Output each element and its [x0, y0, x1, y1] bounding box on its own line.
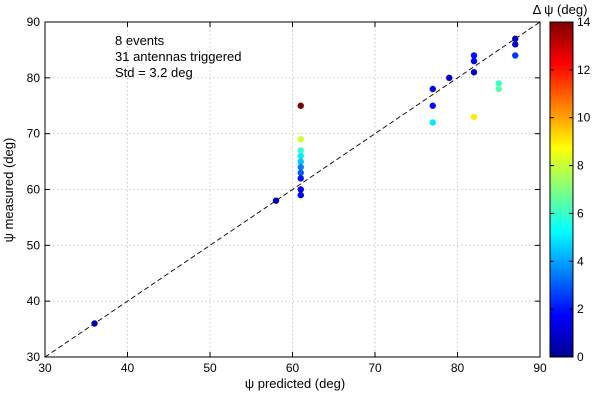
data-point	[91, 320, 98, 327]
data-point	[429, 119, 436, 126]
data-point	[297, 175, 304, 182]
x-tick-label: 60	[286, 361, 300, 375]
colorbar: 0 2 4 6 8 10 12 14 Δ ψ (deg)	[533, 2, 591, 364]
colorbar-tick-label: 8	[577, 159, 584, 173]
y-axis-label: ψ measured (deg)	[1, 138, 16, 243]
data-point	[297, 152, 304, 160]
data-point	[297, 158, 304, 165]
x-axis-ticks: 30 40 50 60 70 80 90	[38, 22, 547, 375]
data-point	[297, 102, 304, 109]
x-tick-label: 80	[451, 361, 465, 375]
colorbar-label: Δ ψ (deg)	[533, 2, 588, 17]
data-point	[429, 102, 436, 109]
data-point	[272, 197, 280, 204]
data-point	[470, 69, 478, 76]
data-point	[297, 186, 304, 193]
data-point	[512, 41, 519, 48]
y-tick-label: 50	[27, 238, 41, 252]
y-tick-label: 70	[27, 127, 41, 141]
data-point	[446, 74, 453, 82]
annotation-antennas: 31 antennas triggered	[115, 49, 241, 64]
x-tick-label: 90	[533, 361, 547, 375]
colorbar-tick-label: 6	[577, 206, 584, 220]
colorbar-tick-label: 2	[577, 302, 584, 316]
y-tick-label: 80	[27, 71, 41, 85]
x-tick-label: 30	[38, 361, 52, 375]
colorbar-ticks: 0 2 4 6 8 10 12 14	[550, 15, 591, 364]
y-tick-label: 30	[27, 350, 41, 364]
data-point	[512, 52, 519, 59]
x-tick-label: 70	[368, 361, 382, 375]
y-axis-ticks: 30 40 50 60 70 80 90	[27, 15, 540, 364]
data-point	[512, 35, 519, 42]
data-point	[470, 113, 478, 121]
colorbar-tick-label: 12	[577, 63, 591, 77]
y-tick-label: 60	[27, 183, 41, 197]
colorbar-tick-label: 10	[577, 111, 591, 125]
x-tick-label: 40	[121, 361, 135, 375]
data-point	[297, 147, 304, 154]
data-point	[470, 57, 478, 65]
annotation-std: Std = 3.2 deg	[115, 65, 193, 80]
data-point	[297, 136, 304, 143]
data-point	[495, 80, 502, 87]
x-tick-label: 50	[203, 361, 217, 375]
colorbar-tick-label: 14	[577, 15, 591, 29]
identity-reference-line	[44, 21, 541, 358]
y-tick-label: 40	[27, 294, 41, 308]
y-tick-label: 90	[27, 15, 41, 29]
colorbar-tick-label: 4	[577, 254, 584, 268]
data-point	[297, 163, 304, 171]
colorbar-gradient	[549, 21, 574, 358]
x-axis-label: ψ predicted (deg)	[245, 376, 345, 391]
data-point	[495, 85, 502, 93]
annotation-events: 8 events	[115, 33, 165, 48]
colorbar-tick-label: 0	[577, 350, 584, 364]
data-point	[297, 191, 304, 199]
data-points	[91, 35, 519, 327]
data-point	[470, 52, 478, 59]
data-point	[429, 85, 436, 93]
data-point	[297, 169, 304, 176]
